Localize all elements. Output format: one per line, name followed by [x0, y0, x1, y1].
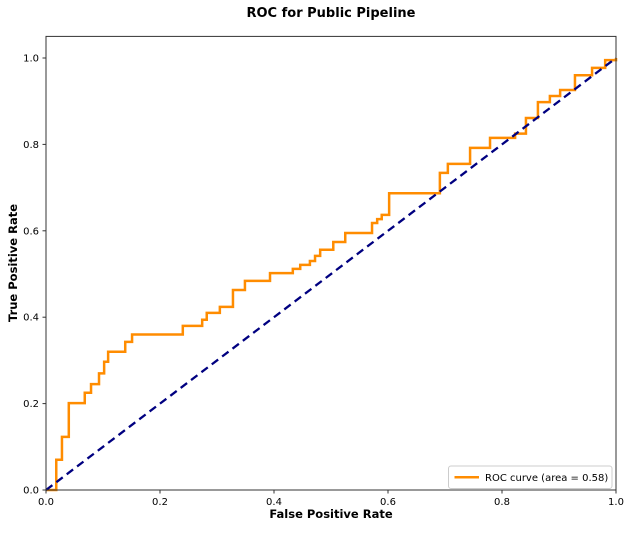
- x-tick-label: 0.0: [38, 497, 54, 508]
- axes-spines: [45, 35, 617, 491]
- y-tick-label: 0.6: [23, 226, 39, 237]
- legend-label: ROC curve (area = 0.58): [485, 473, 608, 484]
- y-tick-label: 0.4: [23, 313, 39, 324]
- legend-box: [448, 465, 613, 489]
- y-tick-label: 0.8: [23, 140, 39, 151]
- x-tick-label: 0.2: [152, 497, 168, 508]
- x-tick-label: 1.0: [608, 497, 624, 508]
- x-axis-label: False Positive Rate: [269, 507, 393, 521]
- chart-title: ROC for Public Pipeline: [246, 6, 416, 21]
- y-tick-label: 0.0: [23, 486, 39, 497]
- chance-diagonal-line: [45, 57, 617, 491]
- x-tick-label: 0.4: [266, 497, 282, 508]
- y-tick-label: 1.0: [23, 54, 39, 65]
- x-tick-label: 0.6: [380, 497, 396, 508]
- x-tick-label: 0.8: [494, 497, 510, 508]
- roc-curve-line: [46, 58, 618, 492]
- y-tick-label: 0.2: [23, 399, 39, 410]
